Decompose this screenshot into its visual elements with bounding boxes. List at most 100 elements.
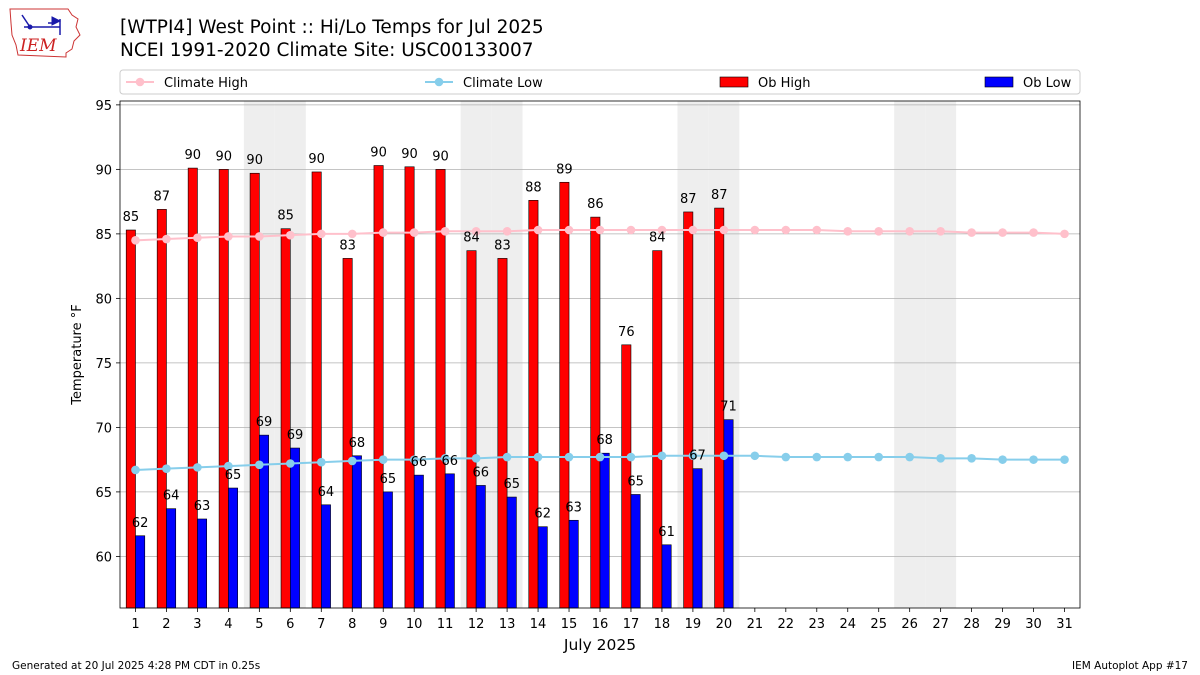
climate-high-point (440, 226, 450, 236)
x-axis-label: July 2025 (563, 636, 636, 654)
ob-high-label: 87 (680, 192, 697, 207)
climate-high-point (688, 225, 698, 235)
ob-low-bar (537, 526, 548, 609)
ob-low-label: 65 (627, 474, 644, 489)
x-tick-label: 30 (1025, 617, 1042, 632)
climate-high-point (131, 236, 140, 245)
ob-low-label: 66 (473, 465, 490, 480)
climate-high-point (812, 225, 822, 235)
climate-high-point (998, 228, 1007, 237)
ob-low-label: 68 (349, 436, 366, 451)
ob-high-label: 84 (463, 231, 480, 246)
climate-high-point (255, 232, 264, 241)
climate-high-point (657, 225, 667, 235)
climate-low-point (502, 452, 512, 462)
ob-low-label: 65 (503, 477, 520, 492)
ob-high-label: 90 (370, 146, 387, 161)
climate-low-point (719, 451, 729, 461)
ob-high-label: 90 (185, 148, 202, 163)
climate-low-point (843, 452, 853, 462)
climate-low-point (998, 455, 1007, 464)
climate-high-point (347, 229, 357, 239)
ob-low-label: 63 (194, 499, 211, 514)
ob-low-label: 65 (380, 472, 397, 487)
y-tick-label: 95 (95, 99, 112, 114)
x-tick-label: 13 (499, 617, 516, 632)
ob-low-label: 63 (565, 500, 582, 515)
climate-low-point (131, 465, 140, 475)
ob-high-label: 84 (649, 231, 666, 246)
ob-high-label: 83 (339, 238, 356, 253)
climate-low-point (812, 452, 822, 462)
climate-low-point (626, 452, 636, 462)
ob-low-label: 66 (411, 455, 428, 470)
ob-low-bar (351, 455, 362, 609)
ob-low-label: 64 (163, 489, 180, 504)
ob-low-bar (661, 544, 672, 609)
ob-high-label: 87 (154, 189, 171, 204)
x-tick-label: 15 (561, 617, 578, 632)
x-tick-label: 21 (747, 617, 764, 632)
ob-high-bar (497, 258, 508, 609)
ob-low-bar (475, 485, 486, 609)
climate-high-point (162, 234, 171, 244)
climate-high-point (1060, 229, 1069, 239)
ob-high-bar (156, 209, 167, 609)
ob-low-label: 68 (596, 433, 613, 448)
climate-low-point (440, 454, 450, 463)
climate-low-point (162, 464, 171, 473)
x-tick-label: 31 (1056, 617, 1073, 632)
legend-box (119, 69, 1081, 95)
climate-low-point (378, 455, 388, 464)
ob-low-label: 69 (287, 428, 304, 443)
climate-high-point (843, 226, 853, 236)
ob-high-label: 86 (587, 197, 604, 212)
climate-high-point (533, 225, 543, 235)
x-tick-label: 20 (716, 617, 733, 632)
y-axis-label: Temperature °F (70, 304, 85, 405)
x-tick-label: 1 (131, 617, 139, 632)
x-tick-label: 8 (348, 617, 356, 632)
climate-low-point (781, 452, 791, 462)
climate-low-point (347, 456, 357, 466)
climate-high-point (967, 228, 976, 237)
ob-low-bar (630, 494, 641, 609)
ob-high-label: 88 (525, 180, 542, 195)
x-tick-label: 18 (654, 617, 671, 632)
ob-low-label: 67 (689, 449, 706, 464)
climate-high-point (224, 232, 233, 241)
x-tick-label: 23 (809, 617, 826, 632)
climate-low-point (750, 451, 760, 461)
legend-climate-low-label: Climate Low (463, 76, 543, 91)
climate-low-point (316, 457, 326, 467)
x-tick-label: 6 (286, 617, 294, 632)
ob-high-label: 90 (246, 153, 263, 168)
y-tick-label: 65 (95, 486, 112, 501)
ob-high-label: 76 (618, 325, 635, 340)
ob-high-bar (125, 229, 136, 609)
ob-low-bar (692, 468, 703, 609)
y-tick-label: 60 (95, 550, 112, 565)
legend-ob-high-swatch (719, 76, 749, 88)
climate-low-point (255, 460, 264, 470)
climate-low-point (471, 454, 481, 463)
climate-low-point (286, 459, 295, 468)
ob-high-label: 83 (494, 238, 511, 253)
climate-high-point (193, 233, 202, 243)
ob-high-label: 90 (308, 152, 325, 167)
x-tick-label: 22 (778, 617, 795, 632)
climate-high-point (471, 226, 481, 236)
x-tick-label: 29 (994, 617, 1011, 632)
climate-low-point (533, 452, 543, 462)
ob-low-bar (444, 473, 455, 609)
climate-high-point (781, 225, 791, 235)
ob-high-label: 85 (123, 210, 140, 225)
x-tick-label: 17 (623, 617, 640, 632)
weekend-shade (925, 101, 957, 608)
climate-low-point (905, 452, 914, 462)
ob-low-label: 69 (256, 415, 273, 430)
climate-low-point (1029, 455, 1038, 464)
climate-high-point (719, 225, 729, 235)
y-tick-label: 70 (95, 421, 112, 436)
ob-high-bar (342, 258, 353, 609)
